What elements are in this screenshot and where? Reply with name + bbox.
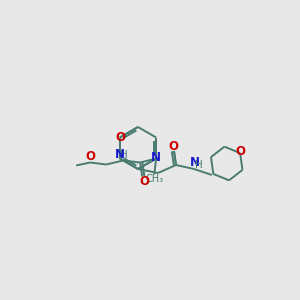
Text: N: N	[151, 151, 161, 164]
Text: O: O	[235, 145, 245, 158]
Text: CH₃: CH₃	[145, 175, 163, 184]
Text: N: N	[115, 148, 125, 161]
Text: H: H	[195, 160, 203, 170]
Text: O: O	[168, 140, 178, 152]
Text: N: N	[190, 157, 200, 169]
Text: O: O	[139, 175, 149, 188]
Text: O: O	[85, 150, 95, 163]
Text: O: O	[116, 131, 126, 144]
Text: H: H	[120, 149, 128, 160]
